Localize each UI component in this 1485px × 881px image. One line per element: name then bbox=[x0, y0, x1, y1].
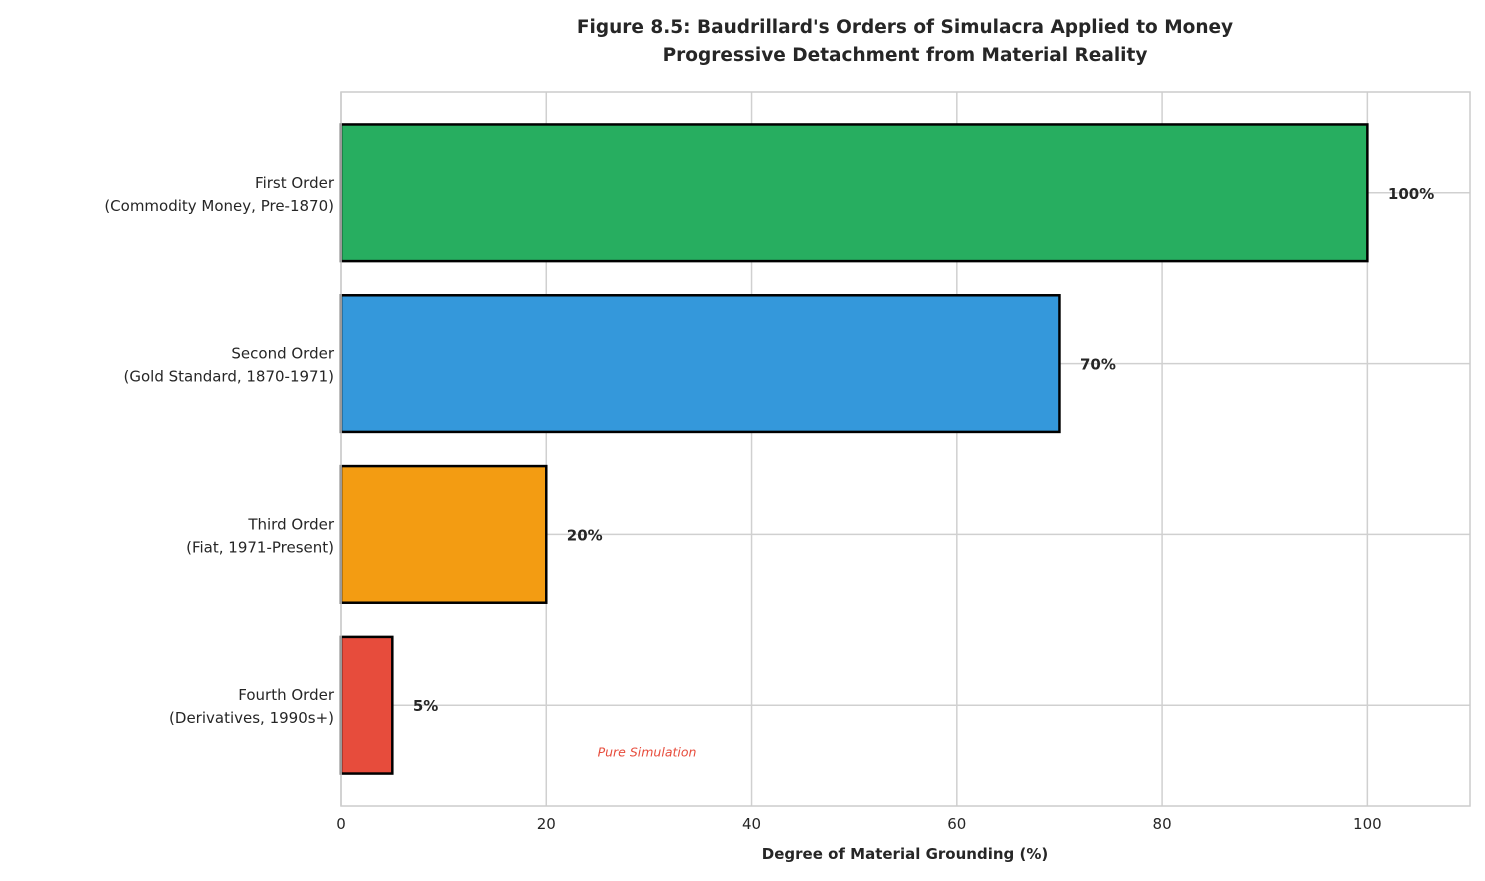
bar bbox=[339, 464, 548, 604]
value-labels: 100% 70% 20% 5% bbox=[413, 185, 1434, 715]
plot-frame bbox=[340, 91, 1471, 807]
y-tick-label: Fourth Order bbox=[238, 686, 335, 704]
x-tick-labels: 0 20 40 60 80 100 bbox=[336, 815, 1381, 833]
x-tick-label: 20 bbox=[537, 815, 556, 833]
annotation-label: Pure Simulation bbox=[598, 744, 697, 759]
x-tick-label: 80 bbox=[1153, 815, 1172, 833]
bar bbox=[339, 635, 394, 775]
value-label: 20% bbox=[567, 526, 603, 544]
x-tick-label: 0 bbox=[336, 815, 346, 833]
y-tick-label: (Commodity Money, Pre-1870) bbox=[104, 197, 334, 215]
y-tick-labels: First Order (Commodity Money, Pre-1870) Se… bbox=[104, 174, 335, 727]
value-label: 5% bbox=[413, 697, 438, 715]
y-tick-label: Third Order bbox=[247, 515, 334, 533]
x-tick-label: 60 bbox=[947, 815, 966, 833]
y-tick-label: (Derivatives, 1990s+) bbox=[169, 709, 334, 727]
bar bbox=[339, 294, 1061, 434]
x-axis-label: Degree of Material Grounding (%) bbox=[762, 845, 1048, 863]
chart-subtitle: Progressive Detachment from Material Rea… bbox=[663, 45, 1148, 66]
y-tick-label: (Fiat, 1971-Present) bbox=[186, 538, 334, 556]
bars bbox=[339, 123, 1369, 775]
value-label: 70% bbox=[1080, 356, 1116, 374]
y-tick-label: First Order bbox=[255, 174, 335, 192]
bar bbox=[339, 123, 1369, 263]
y-tick-label: Second Order bbox=[231, 345, 334, 363]
annotations: Pure Simulation bbox=[598, 744, 697, 759]
y-tick-label: (Gold Standard, 1870-1971) bbox=[124, 368, 335, 386]
x-tick-label: 40 bbox=[742, 815, 761, 833]
chart-title: Figure 8.5: Baudrillard's Orders of Simu… bbox=[577, 17, 1233, 38]
value-label: 100% bbox=[1388, 185, 1434, 203]
x-tick-label: 100 bbox=[1353, 815, 1382, 833]
